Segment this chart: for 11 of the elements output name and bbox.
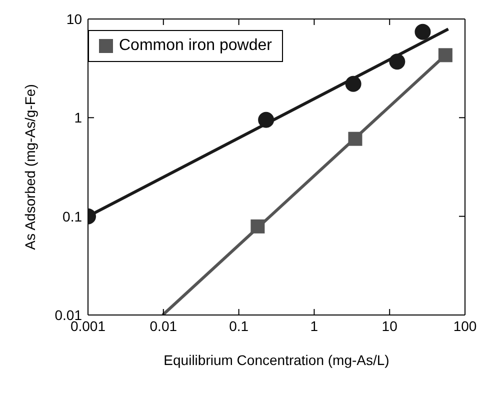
x-axis-title: Equilibrium Concentration (mg-As/L) <box>164 352 390 368</box>
y-tick-label: 1 <box>74 110 82 126</box>
legend-label: Common iron powder <box>119 37 272 55</box>
y-axis-title: As Adsorbed (mg-As/g-Fe) <box>22 84 38 250</box>
x-tick-label: 0.1 <box>229 318 249 334</box>
x-tick-label: 10 <box>382 318 398 334</box>
x-tick-label: 0.01 <box>150 318 178 334</box>
y-tick-label: 10 <box>66 10 82 27</box>
x-tick-label: 1 <box>310 318 318 334</box>
y-tick-label: 0.1 <box>62 208 82 224</box>
x-tick-label: 100 <box>453 318 477 334</box>
